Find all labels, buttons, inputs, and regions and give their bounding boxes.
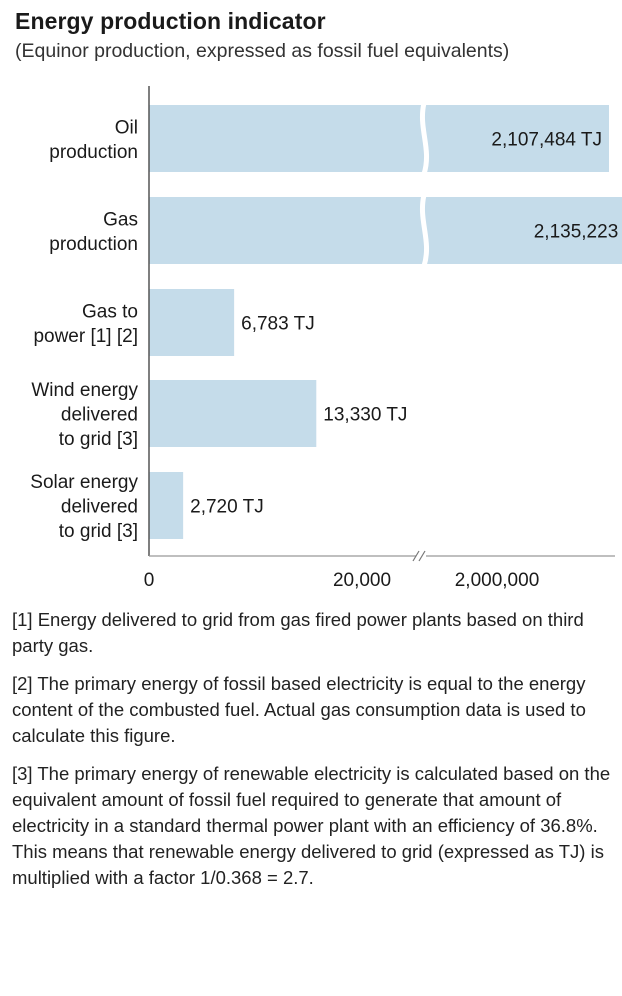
category-label-4-0: Solar energy [30, 472, 138, 493]
category-label-1-1: production [49, 234, 138, 255]
bar-2 [149, 289, 235, 356]
category-label-3-1: delivered [61, 405, 138, 426]
x-tick-label-1: 20,000 [333, 570, 391, 591]
bar-chart: 2,107,484 TJ Oil production 2,135,223 TJ Gas… [30, 86, 622, 591]
value-label-1: 2,135,223 TJ [534, 222, 622, 243]
bar-break-1 [420, 194, 430, 267]
category-label-2-1: power [1] [2] [33, 326, 138, 347]
axis-break-mark-2 [418, 550, 426, 562]
footnotes: [1] Energy delivered to grid from gas fi… [12, 607, 612, 903]
category-label-3-2: to grid [3] [59, 429, 138, 450]
footnote-1: [1] Energy delivered to grid from gas fi… [12, 609, 584, 656]
x-tick-label-2: 2,000,000 [455, 570, 540, 591]
category-label-0-1: production [49, 142, 138, 163]
footnote-2: [2] The primary energy of fossil based e… [12, 673, 586, 746]
category-label-0-0: Oil [115, 117, 138, 138]
bar-0 [149, 105, 609, 172]
bar-4 [149, 472, 184, 539]
value-label-3: 13,330 TJ [323, 405, 407, 426]
category-label-1-0: Gas [103, 209, 138, 230]
category-label-2-0: Gas to [82, 301, 138, 322]
category-label-4-1: delivered [61, 497, 138, 518]
bar-1 [149, 197, 622, 264]
value-label-2: 6,783 TJ [241, 314, 315, 335]
category-label-4-2: to grid [3] [59, 521, 138, 542]
footnote-3: [3] The primary energy of renewable elec… [12, 763, 611, 888]
bar-3 [149, 380, 317, 447]
value-label-0: 2,107,484 TJ [491, 130, 602, 151]
value-label-4: 2,720 TJ [190, 497, 264, 518]
bar-break-0 [420, 102, 430, 175]
chart-subtitle: (Equinor production, expressed as fossil… [15, 40, 510, 62]
x-tick-label-0: 0 [144, 570, 155, 591]
category-label-3-0: Wind energy [31, 380, 138, 401]
chart-title: Energy production indicator [15, 8, 326, 34]
axis-break-mark-1 [412, 550, 420, 562]
